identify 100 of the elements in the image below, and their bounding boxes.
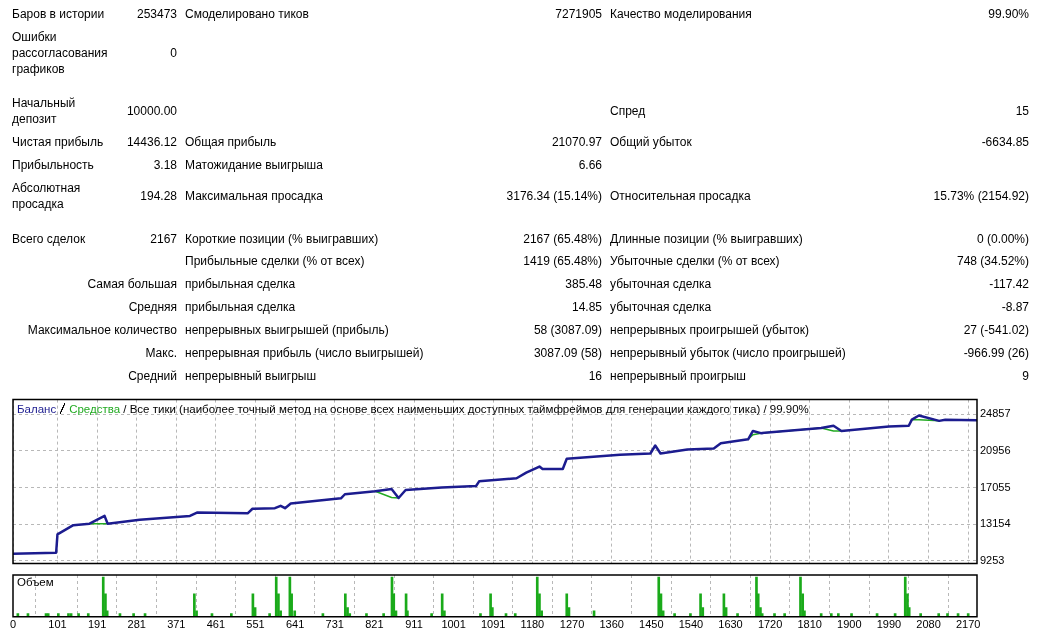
x-tick-label: 101	[48, 618, 67, 631]
bar	[783, 613, 786, 617]
bar	[430, 613, 433, 617]
bar	[946, 613, 949, 617]
bar	[193, 593, 196, 617]
text: 99.90%	[988, 6, 1029, 22]
text: Относительная просадка	[610, 188, 751, 204]
text: Всего сделок	[12, 231, 87, 247]
x-tick-label: 371	[167, 618, 186, 631]
bar	[966, 613, 970, 617]
bar	[736, 613, 739, 617]
text: 21070.97	[551, 134, 602, 150]
text: непрерывный проигрыш	[610, 368, 746, 384]
text: Матожидание выигрыша	[185, 157, 323, 173]
chart-title: Объем	[17, 576, 54, 588]
text: 9	[1022, 368, 1029, 384]
x-tick-label: 821	[365, 618, 384, 631]
text: 194.28	[140, 188, 177, 204]
x-tick-label: 1720	[757, 618, 783, 631]
text: -966.99 (26)	[963, 345, 1029, 361]
legend-label: Средства	[69, 402, 121, 415]
text: 0 (0.00%)	[976, 231, 1029, 247]
x-tick-label: 191	[87, 618, 107, 631]
x-tick-label: 1360	[599, 618, 624, 631]
text: Ошибки рассогласования графиков	[12, 29, 108, 77]
x-tick-label: 1990	[876, 618, 902, 631]
text: Средняя	[128, 299, 177, 315]
text: Смоделировано тиков	[185, 6, 309, 22]
text: 15.73% (2154.92)	[933, 188, 1029, 204]
bar	[919, 613, 922, 617]
x-tick-label: 1450	[639, 618, 664, 631]
text: 748 (34.52%)	[956, 253, 1029, 269]
bar	[829, 613, 833, 617]
text: -8.87	[1001, 299, 1029, 315]
text: прибыльная сделка	[185, 276, 296, 292]
text: 2167 (65.48%)	[523, 231, 602, 247]
bar	[344, 593, 347, 617]
bar	[513, 613, 517, 617]
text: Спред	[610, 103, 646, 119]
text: Длинные позиции (% выигравших)	[610, 231, 803, 247]
bar	[699, 593, 702, 617]
x-tick-label: 461	[206, 618, 226, 631]
y-tick-label: 13154	[980, 517, 1011, 530]
text: Максимальное количество	[27, 322, 177, 338]
x-tick-label: 641	[285, 618, 305, 631]
text: 27 (-541.02)	[963, 322, 1029, 338]
text: убыточная сделка	[610, 276, 712, 292]
text: Макс.	[145, 345, 177, 361]
x-tick-label: 1630	[718, 618, 743, 631]
bar	[937, 613, 941, 617]
x-tick-label: 1270	[559, 618, 585, 631]
text: 16	[588, 368, 602, 384]
text: непрерывных проигрышей (убыток)	[610, 322, 809, 338]
text: Чистая прибыль	[12, 134, 105, 150]
x-tick-label: 1540	[678, 618, 704, 631]
x-tick-label: 911	[405, 618, 423, 631]
text: 3.18	[153, 157, 177, 173]
text: непрерывный убыток (число проигрышей)	[610, 345, 846, 361]
text: 10000.00	[126, 103, 177, 119]
x-tick-label: 731	[325, 618, 344, 631]
x-tick-label: 1900	[837, 618, 862, 631]
bar	[479, 613, 482, 617]
bar	[268, 613, 271, 617]
text: убыточная сделка	[610, 299, 712, 315]
text: 253473	[136, 6, 177, 22]
y-tick-label: 20956	[980, 444, 1011, 457]
text: 58 (3087.09)	[533, 322, 602, 338]
bar	[365, 613, 368, 617]
text: -6634.85	[981, 134, 1029, 150]
x-tick-label: 0	[9, 618, 17, 631]
text: -117.42	[989, 276, 1029, 292]
text: 15	[1015, 103, 1029, 119]
y-tick-label: 24857	[980, 407, 1011, 420]
bar	[673, 613, 676, 617]
text: Начальный депозит	[12, 95, 77, 127]
bar	[819, 613, 823, 617]
text: 385.48	[565, 276, 602, 292]
text: 14436.12	[126, 134, 177, 150]
x-tick-label: 281	[127, 618, 146, 631]
bar	[440, 593, 444, 617]
bar	[230, 613, 233, 617]
bar	[382, 613, 385, 617]
text: 7271905	[555, 6, 602, 22]
text: Баров в истории	[12, 6, 106, 22]
bar	[689, 613, 692, 617]
bar	[77, 613, 80, 617]
text: 6.66	[578, 157, 602, 173]
bar	[773, 613, 776, 617]
bar	[86, 613, 90, 617]
text: Общая прибыль	[185, 134, 277, 150]
x-tick-label: 2170	[955, 618, 981, 631]
text: 14.85	[571, 299, 602, 315]
bar	[837, 613, 840, 617]
text: 3176.34 (15.14%)	[506, 188, 602, 204]
y-tick-label: 9253	[980, 553, 1005, 566]
text: Короткие позиции (% выигравших)	[185, 231, 379, 247]
text: Общий убыток	[610, 134, 692, 150]
text: Убыточные сделки (% от всех)	[610, 253, 780, 269]
text: Абсолютная просадка	[12, 180, 82, 212]
x-tick-label: 1180	[520, 618, 545, 631]
